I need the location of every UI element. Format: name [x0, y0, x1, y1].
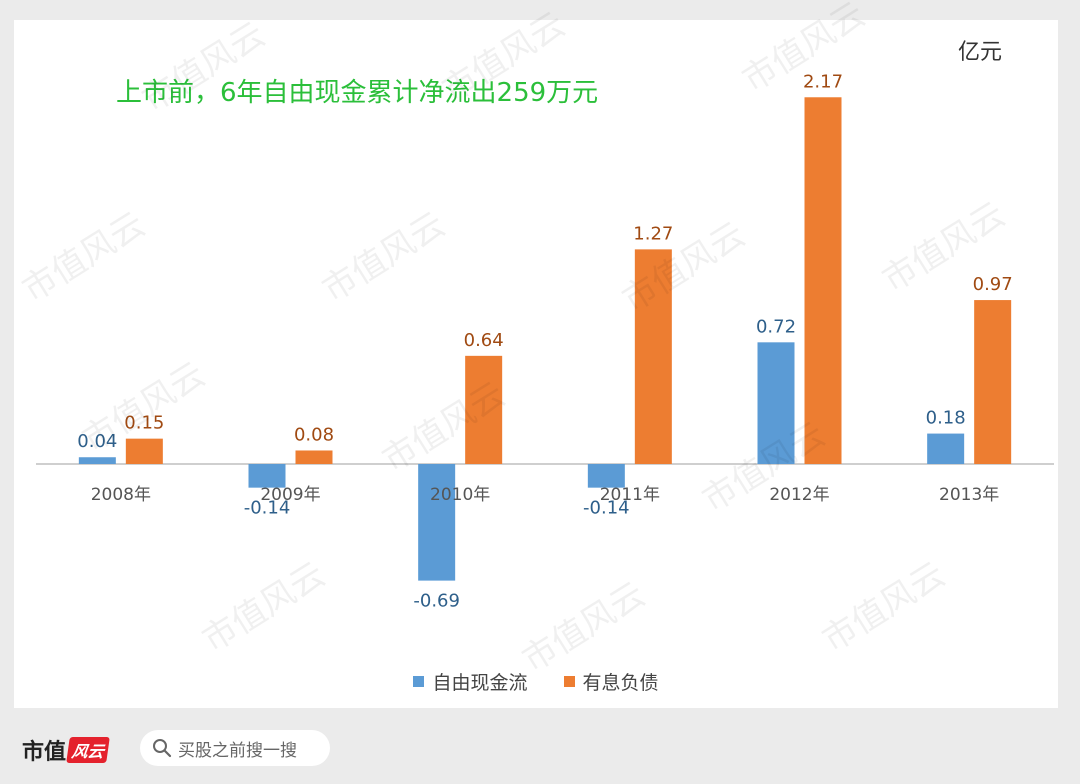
- bar-fcf-2012年: [757, 342, 795, 464]
- legend-swatch-fcf: [413, 676, 425, 687]
- bar-debt-2008年: [125, 438, 163, 464]
- search-placeholder: 买股之前搜一搜: [178, 740, 297, 761]
- x-tick-label: 2008年: [91, 485, 151, 505]
- label-fcf-2009年: -0.14: [244, 498, 291, 519]
- label-fcf-2008年: 0.04: [77, 431, 117, 452]
- bar-debt-2009年: [295, 450, 333, 464]
- brand-badge: 风云: [66, 737, 110, 763]
- label-debt-2011年: 1.27: [633, 223, 673, 244]
- chart-title: 上市前，6年自由现金累计净流出259万元: [116, 78, 599, 108]
- x-tick-label: 2012年: [769, 485, 829, 505]
- bar-fcf-2009年: [248, 464, 286, 488]
- label-debt-2013年: 0.97: [973, 274, 1013, 295]
- chart-card: 0.04 0.15 2008年 -0.14 0.08 2009年 -0.69 0.64 2010…: [14, 0, 1058, 708]
- legend-swatch-debt: [563, 676, 575, 687]
- label-debt-2008年: 0.15: [124, 413, 164, 434]
- legend-item-debt: 有息负债: [563, 668, 659, 695]
- label-debt-2012年: 2.17: [803, 71, 843, 92]
- bar-fcf-2011年: [587, 464, 625, 488]
- search-icon: [153, 739, 172, 758]
- bar-chart: 0.04 0.15 2008年 -0.14 0.08 2009年 -0.69 0.64 2010…: [36, 71, 1054, 612]
- x-tick-label: 2009年: [260, 485, 320, 505]
- bar-debt-2012年: [804, 97, 842, 465]
- legend: 自由现金流 有息负债: [14, 668, 1058, 695]
- unit-label: 亿元: [957, 40, 1002, 65]
- bar-fcf-2010年: [418, 464, 456, 581]
- brand-logo[interactable]: 市值 风云: [22, 734, 110, 766]
- bar-debt-2013年: [974, 300, 1012, 464]
- legend-item-fcf: 自由现金流: [413, 668, 528, 695]
- label-debt-2009年: 0.08: [294, 424, 334, 445]
- label-fcf-2013年: 0.18: [926, 408, 966, 429]
- bar-fcf-2008年: [78, 457, 116, 464]
- label-debt-2010年: 0.64: [464, 330, 504, 351]
- legend-label-fcf: 自由现金流: [432, 672, 528, 694]
- x-tick-label: 2010年: [430, 485, 490, 505]
- x-tick-label: 2011年: [600, 485, 660, 505]
- bar-debt-2011年: [634, 249, 672, 464]
- label-fcf-2011年: -0.14: [583, 498, 630, 519]
- brand-text: 市值: [22, 739, 67, 765]
- x-tick-label: 2013年: [939, 485, 999, 505]
- label-fcf-2010年: -0.69: [413, 591, 460, 612]
- bar-fcf-2013年: [927, 433, 965, 464]
- legend-label-debt: 有息负债: [582, 672, 659, 694]
- label-fcf-2012年: 0.72: [756, 316, 796, 337]
- footer-bar: 市值 风云 买股之前搜一搜: [0, 708, 1080, 784]
- bar-debt-2010年: [465, 355, 503, 464]
- search-input[interactable]: 买股之前搜一搜: [140, 730, 330, 766]
